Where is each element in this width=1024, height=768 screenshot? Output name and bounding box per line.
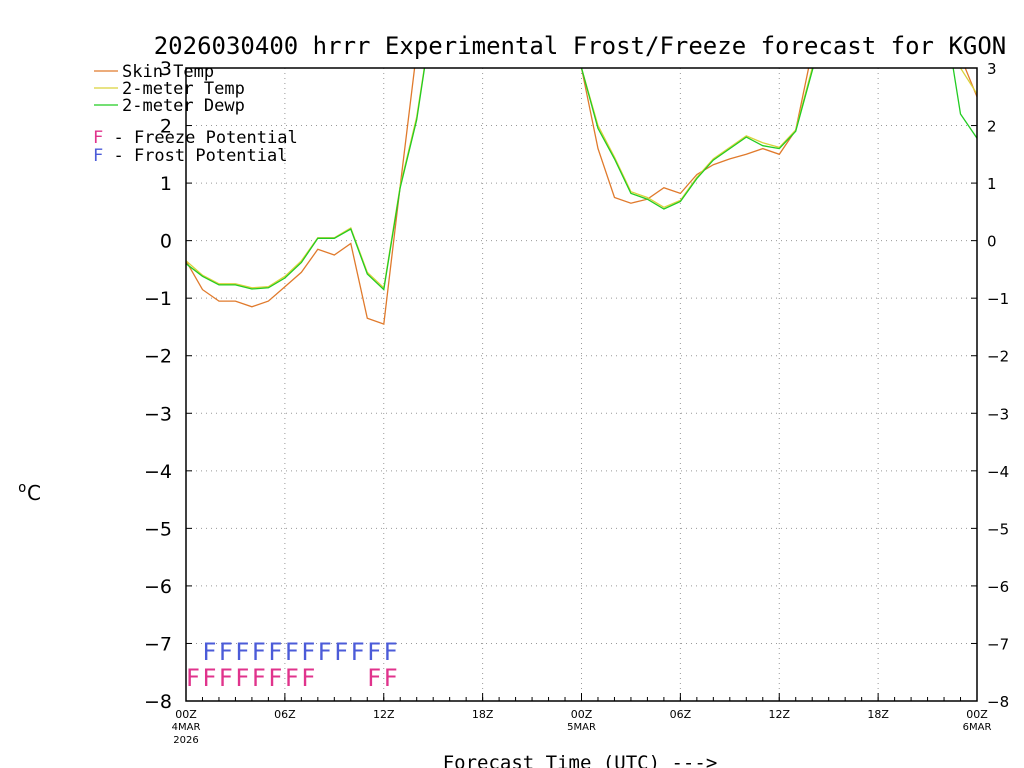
- freeze-marker: F: [219, 664, 233, 692]
- y-tick-label-right: −7: [987, 635, 1009, 653]
- frost-marker: F: [268, 638, 282, 666]
- y-axis-label-unit: C: [27, 481, 41, 505]
- legend-label: 2-meter Dewp: [122, 96, 245, 116]
- y-tick-label-left: −4: [144, 461, 172, 483]
- x-tick-label: 12Z: [768, 708, 790, 721]
- plot-frame: [185, 67, 978, 702]
- y-tick-label-right: −8: [987, 693, 1009, 711]
- freeze-marker: F: [203, 664, 217, 692]
- y-tick-label-left: −1: [144, 288, 172, 310]
- freeze-marker: F: [285, 664, 299, 692]
- y-tick-label-left: 2: [160, 116, 172, 138]
- series-line-2-meter-dewp: [186, 68, 977, 291]
- x-tick-label: 18Z: [472, 708, 494, 721]
- y-tick-label-right: 0: [987, 233, 997, 251]
- x-tick-label: 00Z: [175, 708, 197, 721]
- y-tick-label-left: −6: [144, 576, 172, 598]
- y-tick-label-left: 0: [160, 231, 172, 253]
- y-tick-label-right: −4: [987, 463, 1009, 481]
- x-tick-label: 06Z: [670, 708, 692, 721]
- legend-frost-letter: F: [93, 146, 103, 166]
- frost-marker: F: [351, 638, 365, 666]
- legend-freeze: F - Freeze Potential: [93, 128, 298, 148]
- freeze-marker: F: [268, 664, 282, 692]
- x-tick-label: 12Z: [373, 708, 395, 721]
- legend-label: 2-meter Temp: [122, 79, 245, 99]
- y-tick-label-right: −2: [987, 348, 1009, 366]
- chart-title: 2026030400 hrrr Experimental Frost/Freez…: [154, 32, 1007, 60]
- x-tick-label: 00Z: [966, 708, 988, 721]
- freeze-marker: F: [367, 664, 381, 692]
- freeze-marker: F: [236, 664, 250, 692]
- x-tick-date: 4MAR: [172, 722, 201, 733]
- freeze-marker: F: [186, 664, 200, 692]
- x-tick-year: 2026: [173, 735, 198, 746]
- frost-marker: F: [367, 638, 381, 666]
- y-tick-label-left: −7: [144, 633, 172, 655]
- axis-layer: 3 3 2 2 1 1 0 0 −1 −1 −2 −2 −3 −3 −4 −4 −5 −5 −6 −6 −7 −7 −8 −8…: [144, 58, 1009, 746]
- y-tick-label-left: −5: [144, 518, 172, 540]
- frost-marker: F: [384, 638, 398, 666]
- y-tick-label-left: −3: [144, 403, 172, 425]
- x-tick-label: 00Z: [571, 708, 593, 721]
- series-line-skin-temp: [186, 68, 977, 325]
- y-tick-label-right: −5: [987, 520, 1009, 538]
- grid-layer: [186, 68, 977, 701]
- legend-freeze-text: - Freeze Potential: [103, 128, 297, 148]
- legend-frost-text: - Frost Potential: [103, 146, 287, 166]
- legend-label: Skin Temp: [122, 62, 214, 82]
- x-tick-date: 6MAR: [963, 722, 992, 733]
- y-tick-label-right: −3: [987, 405, 1009, 423]
- x-tick-label: 18Z: [867, 708, 889, 721]
- frost-marker: F: [219, 638, 233, 666]
- y-tick-label-right: 3: [987, 60, 997, 78]
- frost-marker: F: [334, 638, 348, 666]
- legend-frost: F - Frost Potential: [93, 146, 287, 166]
- x-axis-label: Forecast Time (UTC) --->: [443, 752, 718, 768]
- freeze-marker: F: [301, 664, 315, 692]
- legend-freeze-letter: F: [93, 128, 103, 148]
- y-tick-label-left: −8: [144, 691, 172, 713]
- frost-marker: F: [301, 638, 315, 666]
- freeze-marker: F: [384, 664, 398, 692]
- x-tick-label: 06Z: [274, 708, 296, 721]
- y-tick-label-left: 1: [160, 173, 172, 195]
- y-tick-label-right: 2: [987, 118, 997, 136]
- frost-marker: F: [236, 638, 250, 666]
- frost-marker: F: [252, 638, 266, 666]
- y-tick-label-left: −2: [144, 346, 172, 368]
- y-tick-label-right: 1: [987, 175, 997, 193]
- freeze-marker: F: [252, 664, 266, 692]
- frost-marker: F: [285, 638, 299, 666]
- series-layer: [186, 68, 977, 325]
- marker-layer: F F F F F F F F F F F FF F F F F F F F F F: [186, 638, 398, 692]
- y-tick-label-left: 3: [160, 58, 172, 80]
- y-axis-label-degree: o: [18, 480, 26, 496]
- x-tick-date: 5MAR: [567, 722, 596, 733]
- y-tick-label-right: −1: [987, 290, 1009, 308]
- frost-marker: F: [318, 638, 332, 666]
- y-tick-label-right: −6: [987, 578, 1009, 596]
- frost-marker: F: [203, 638, 217, 666]
